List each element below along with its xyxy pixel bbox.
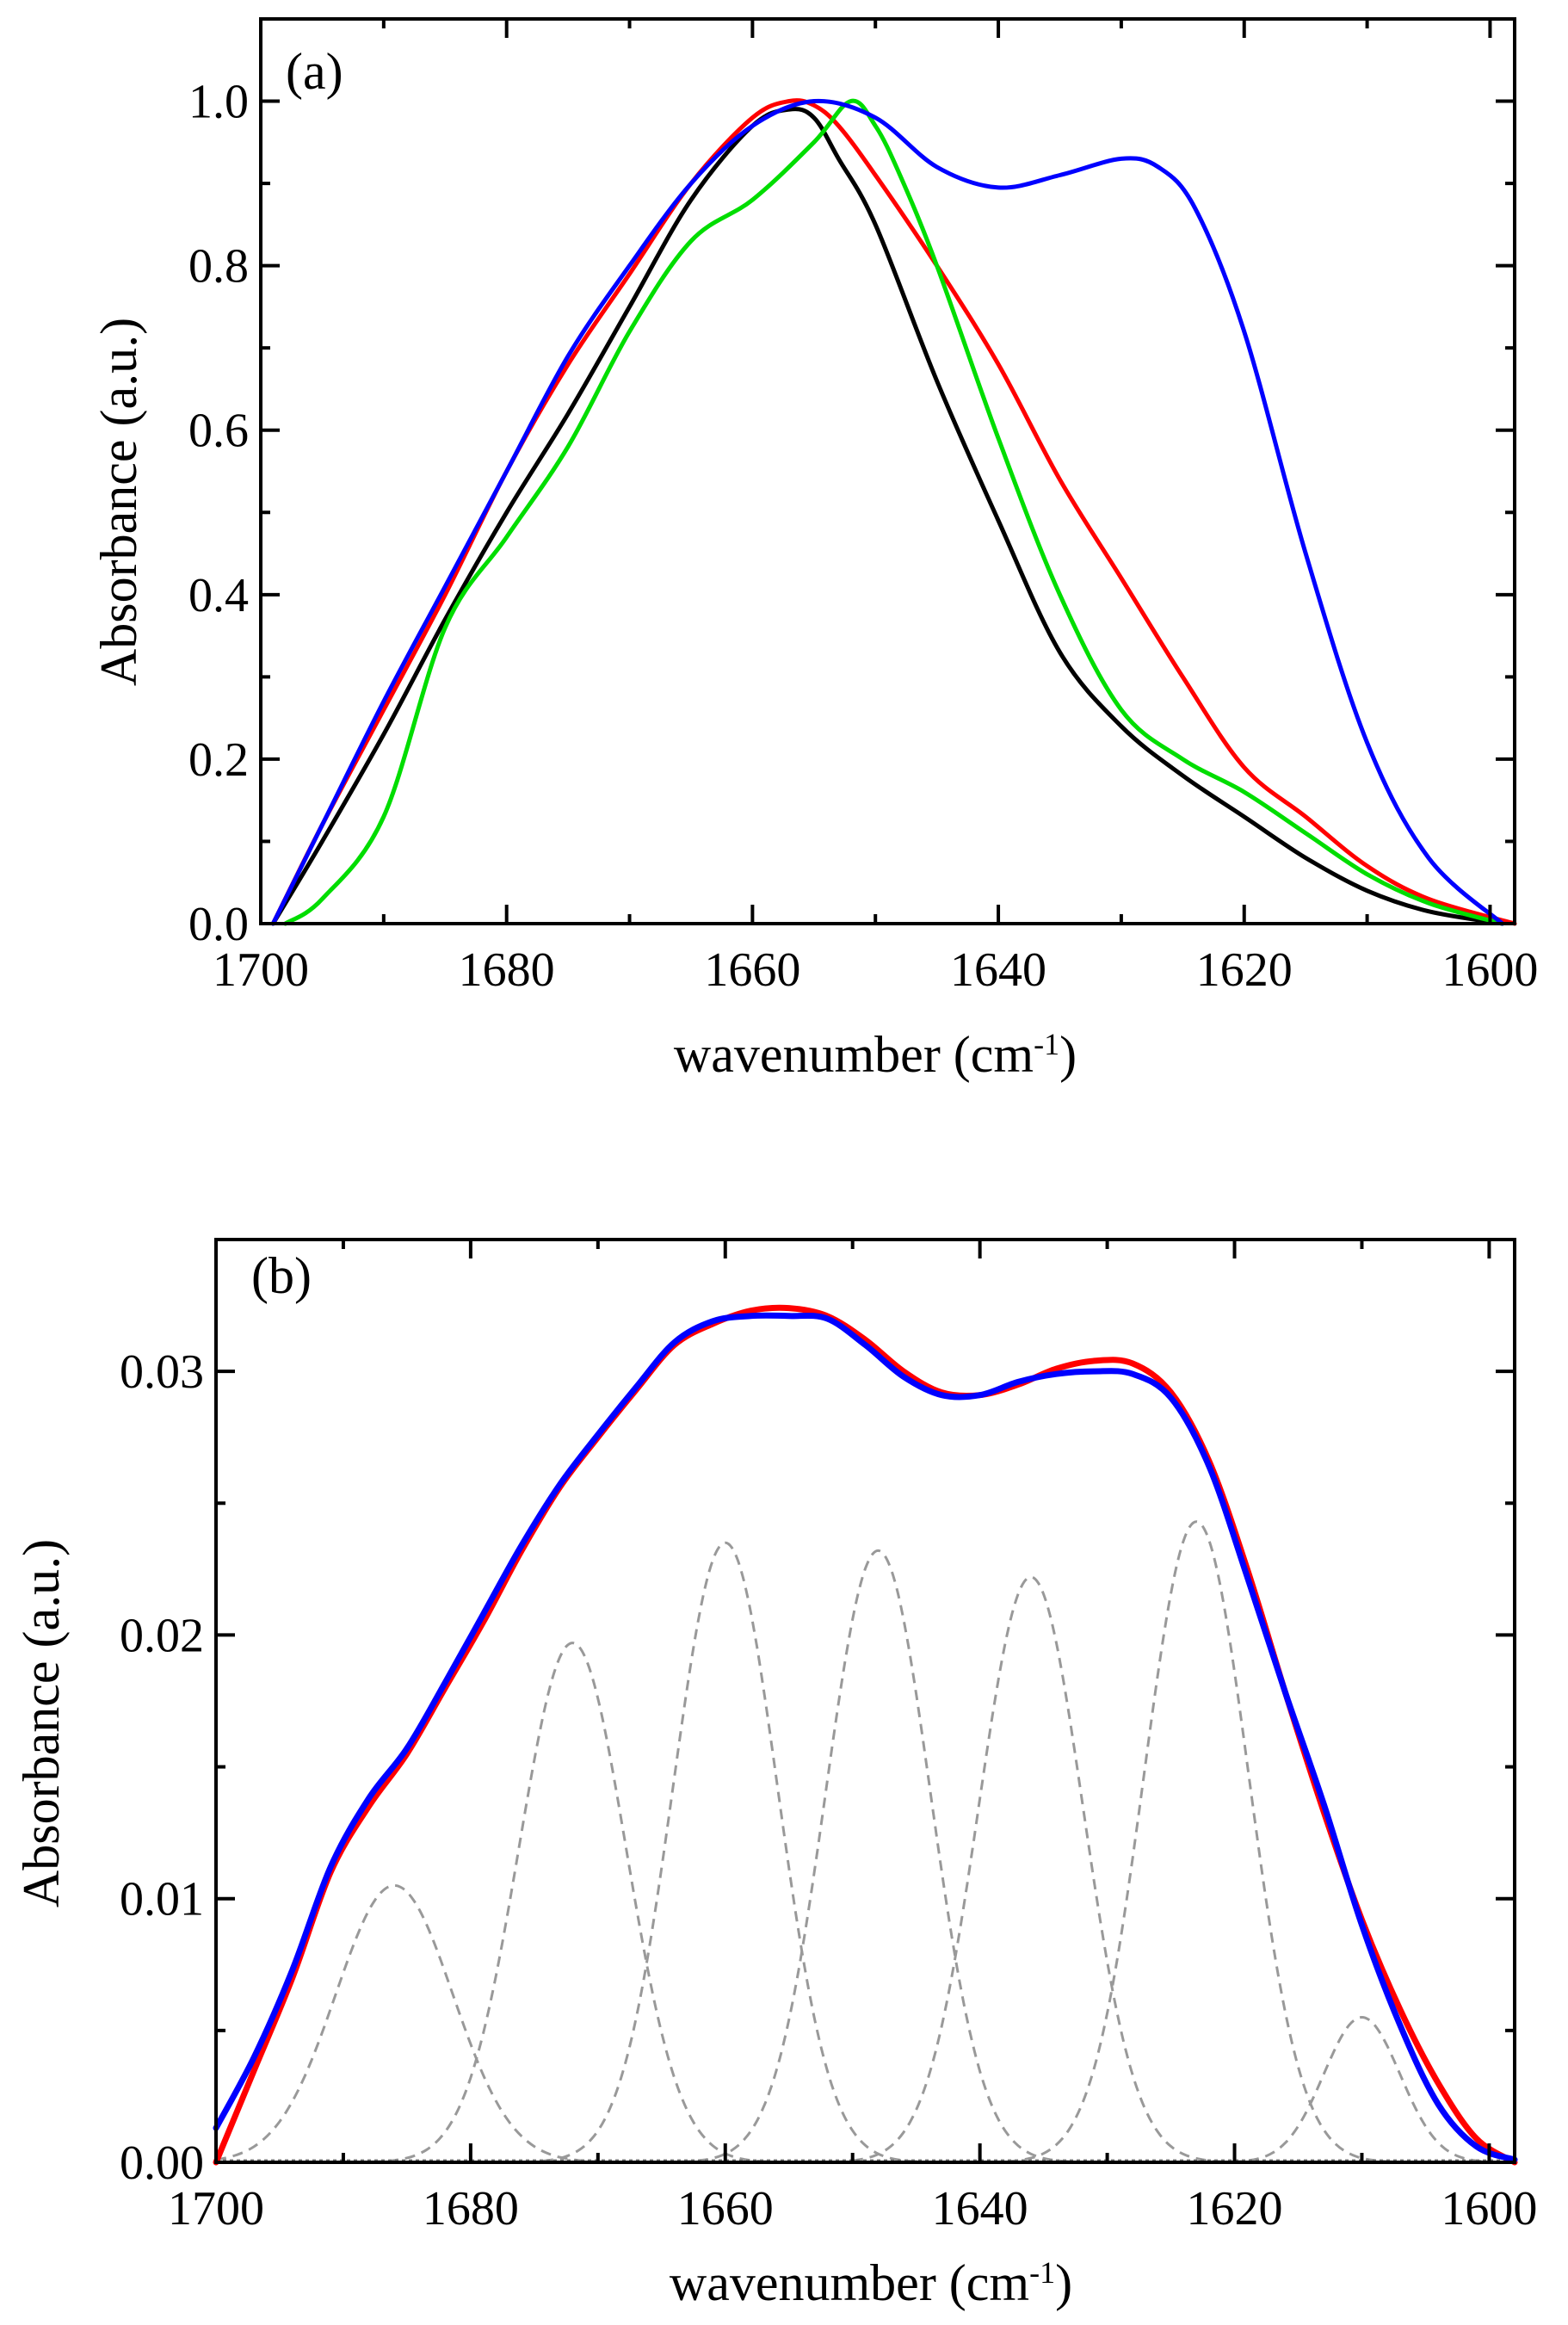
panel-b-component-7 <box>216 2015 1515 2162</box>
panel-b-label: (b) <box>251 1247 312 1304</box>
panel-b-x-tick-label: 1680 <box>423 2182 519 2235</box>
panel-a-label: (a) <box>286 43 343 100</box>
panel-a-y-tick-label: 1.0 <box>188 76 249 129</box>
panel-b-y-tick-label: 0.00 <box>120 2136 204 2190</box>
panel-a-x-tick-label: 1660 <box>704 943 800 997</box>
panel-b-component-5 <box>216 1575 1515 2162</box>
panel-a-x-tick-label: 1620 <box>1196 943 1293 997</box>
panel-a-y-tick-label: 0.4 <box>188 569 249 622</box>
panel-b-x-tick-label: 1660 <box>677 2182 774 2235</box>
panel-a-series-green <box>283 98 1505 926</box>
panel-b-x-tick-label: 1620 <box>1187 2182 1283 2235</box>
panel-a-series-black <box>270 107 1505 926</box>
panel-a-series-red <box>270 98 1517 926</box>
panel-b-frame <box>214 1238 1516 2164</box>
panel-b-x-tick-label: 1700 <box>168 2182 264 2235</box>
panel-b-y-tick-label: 0.02 <box>120 1609 204 1662</box>
panel-b-y-tick-label: 0.01 <box>120 1873 204 1926</box>
panel-a-frame <box>259 17 1516 925</box>
panel-b-plot-area: 1700 1680 1660 1640 1620 1600 0.00 0.01 0.02 0.03 <box>120 1238 1537 2235</box>
panel-b-x-axis-title: wavenumber (cm-1) <box>670 2254 1072 2311</box>
panel-a-x-tick-label: 1600 <box>1441 943 1538 997</box>
panel-a-x-axis-title: wavenumber (cm-1) <box>674 1026 1077 1083</box>
panel-b-component-6 <box>216 1520 1515 2162</box>
panel-a-y-axis-title: Absorbance (a.u.) <box>90 318 147 686</box>
panel-b-series-measured <box>213 1304 1518 2166</box>
panel-b-series-fit <box>213 1312 1518 2163</box>
panel-b-x-tick-label: 1600 <box>1441 2182 1537 2235</box>
panel-a: 1700 1680 1660 1640 1620 1600 0.0 0.2 0.4 0.6 0.8 1… <box>90 17 1538 1083</box>
panel-a-y-tick-label: 0.6 <box>188 405 249 458</box>
panel-a-x-tick-label: 1640 <box>950 943 1046 997</box>
panel-a-y-tick-label: 0.2 <box>188 733 249 787</box>
panel-a-series-blue <box>270 98 1505 926</box>
panel-b-component-3 <box>216 1541 1515 2162</box>
panel-b: 1700 1680 1660 1640 1620 1600 0.00 0.01 0.02 0.03… <box>13 1238 1537 2311</box>
panel-b-y-axis-title: Absorbance (a.u.) <box>13 1539 70 1908</box>
panel-a-y-tick-label: 0.8 <box>188 240 249 294</box>
panel-a-x-tick-label: 1700 <box>213 943 309 997</box>
panel-a-y-tick-label: 0.0 <box>188 898 249 951</box>
panel-b-component-4 <box>216 1549 1515 2162</box>
panel-b-y-tick-label: 0.03 <box>120 1345 204 1399</box>
panel-b-x-tick-label: 1640 <box>932 2182 1028 2235</box>
panel-a-x-tick-label: 1680 <box>459 943 555 997</box>
panel-a-plot-area: 1700 1680 1660 1640 1620 1600 0.0 0.2 0.4 0.6 0.8 1… <box>188 17 1538 997</box>
